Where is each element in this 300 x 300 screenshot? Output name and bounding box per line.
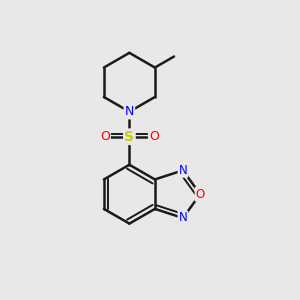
Text: O: O (196, 188, 205, 201)
Text: O: O (149, 130, 159, 143)
Text: N: N (178, 164, 187, 177)
Text: S: S (124, 130, 134, 144)
Text: N: N (125, 105, 134, 118)
Text: O: O (100, 130, 110, 143)
Text: N: N (178, 212, 187, 224)
Text: N: N (125, 105, 134, 118)
